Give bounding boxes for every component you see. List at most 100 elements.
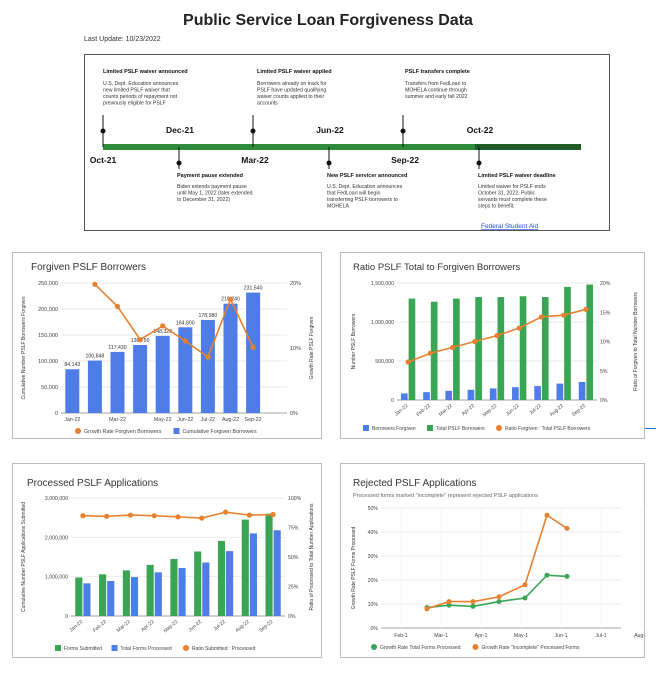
legend-marker — [496, 425, 502, 431]
bar-borrowers-forgiven — [556, 383, 564, 400]
y2-axis-label: Ratio of Processed to Total Number Appli… — [309, 503, 315, 610]
point-ratio-submitted — [127, 512, 134, 518]
bar-data-label: 231,540 — [244, 286, 263, 292]
legend-label: Growth Rate Forgiven Borrowers — [84, 429, 162, 435]
chart-title: Rejected PSLF Applications — [353, 478, 476, 489]
timeline-event-text: previously eligible for PSLF — [103, 101, 166, 107]
x-tick-label: May-22 — [154, 417, 172, 423]
y-tick-label: 150,000 — [38, 333, 58, 339]
point-ratio-submitted — [80, 513, 86, 519]
bar-forms-submitted — [217, 540, 226, 616]
legend-marker — [75, 428, 81, 434]
point-growth-total — [496, 599, 502, 605]
y-axis-label: Cumulative Number PSLF Borrowers Forgive… — [21, 296, 27, 399]
point-growth-total — [564, 573, 570, 579]
timeline-event-text: until May 1, 2022 (later extended — [177, 191, 253, 197]
y-tick-label: 1,500,000 — [371, 281, 394, 287]
point-growth-rate — [182, 338, 188, 344]
timeline-event-title: Payment pause extended — [177, 173, 243, 179]
bar-forgiven-borrowers — [246, 292, 261, 413]
bar-borrowers-forgiven — [489, 388, 497, 400]
x-tick-label: Feb-22 — [92, 619, 108, 634]
timeline-event-text: transferring PSLF borrowers to — [327, 197, 398, 203]
timeline-event-text: PSLF have updated qualifying — [257, 88, 326, 94]
point-growth-total — [470, 603, 476, 609]
timeline-event-text: U.S. Dept. Education announces — [327, 184, 403, 190]
bar-forms-processed — [130, 577, 139, 616]
point-ratio — [583, 306, 589, 312]
federal-student-aid-link: Federal Student Aid — [481, 223, 538, 230]
x-tick-label: Jan-22 — [394, 403, 410, 418]
point-ratio — [538, 314, 545, 320]
bar-total-borrowers — [541, 297, 549, 400]
line-growth-incomplete — [426, 513, 568, 610]
bar-data-label: 148,320 — [153, 329, 172, 335]
timeline-event-text: new limited PSLF waiver that — [103, 88, 170, 94]
timeline-event-text: U.S. Dept. Education announces — [103, 81, 179, 87]
x-tick-label: May-22 — [163, 619, 180, 634]
chart-title: Forgiven PSLF Borrowers — [31, 262, 146, 273]
timeline-event-title: New PSLF servicer announced — [327, 173, 407, 179]
legend-label: Cumulative Forgiven Borrowers — [183, 429, 258, 435]
y2-tick-label: 20% — [290, 281, 301, 287]
point-growth-incomplete — [446, 599, 452, 605]
point-ratio-submitted — [246, 512, 252, 518]
x-tick-label: Jan-22 — [64, 417, 80, 423]
y-tick-label: 0 — [391, 398, 394, 404]
x-tick-label: Sep-22 — [245, 417, 262, 423]
x-tick-label: May-1 — [514, 633, 529, 639]
y-tick-label: 2,000,000 — [45, 535, 68, 541]
y2-tick-label: 5% — [600, 369, 608, 375]
bar-total-borrowers — [453, 298, 460, 400]
point-ratio-submitted — [104, 513, 110, 519]
x-tick-label: May-22 — [482, 403, 499, 418]
bar-borrowers-forgiven — [467, 389, 475, 400]
point-growth-rate — [250, 344, 256, 350]
chart-subtitle: Processed forms marked "incomplete" repr… — [353, 493, 538, 499]
timeline-dot — [100, 128, 106, 134]
legend-marker — [55, 645, 61, 651]
legend-label: Borrowers Forgiven — [372, 426, 416, 432]
ratio-total-forgiven-svg: Ratio PSLF Total to Forgiven Borrowers 0 5… — [351, 262, 639, 432]
point-growth-rate — [114, 303, 121, 309]
line-growth-rate — [94, 283, 254, 359]
rejected-applications-svg: Rejected PSLF Applications Processed form… — [351, 478, 648, 651]
timeline-event-text: Transfers from FedLoan to — [405, 81, 466, 87]
point-ratio — [427, 350, 433, 356]
legend-marker — [427, 425, 433, 431]
timeline-event-text: MOHELA continue through — [405, 88, 467, 94]
bar-forgiven-borrowers — [178, 327, 193, 413]
x-tick-label: Jul-22 — [201, 417, 215, 423]
x-tick-label: Aug-22 — [222, 417, 239, 423]
bar-forms-submitted — [146, 564, 154, 616]
y-tick-label: 40% — [368, 530, 379, 536]
legend-marker — [173, 428, 180, 434]
forgiven-borrowers-svg: Forgiven PSLF Borrowers 0 50,000 100,000 150… — [21, 262, 315, 435]
bar-borrowers-forgiven — [423, 392, 430, 400]
x-tick-label: Sep-22 — [258, 619, 274, 634]
x-tick-label: Aug-1 — [634, 633, 646, 639]
x-tick-label: Jun-22 — [177, 417, 193, 423]
y2-tick-label: 0% — [290, 411, 298, 417]
timeline-axis-label: Sep-22 — [391, 155, 419, 165]
legend-label: Total PSLF Borrowers — [436, 426, 485, 432]
legend-label: Ratio Submitted : Processed — [192, 646, 256, 652]
point-growth-incomplete — [564, 525, 570, 531]
legend-label: Growth Rate "Incomplete" Processed Forms — [482, 645, 581, 651]
x-tick-label: Sep-22 — [571, 403, 587, 418]
timeline-bar-end — [475, 144, 581, 150]
bar-forms-submitted — [241, 519, 249, 616]
bar-forgiven-borrowers — [87, 360, 102, 413]
page-title: Public Service Loan Forgiveness Data — [183, 12, 473, 29]
bar-borrowers-forgiven — [400, 393, 408, 400]
y-tick-label: 3,000,000 — [45, 496, 68, 502]
timeline-dot — [250, 128, 256, 134]
legend-marker — [111, 645, 118, 651]
timeline-dot — [400, 128, 406, 134]
x-tick-label: Mar-22 — [438, 403, 454, 418]
timeline-event-text: counts periods of repayment not — [103, 94, 178, 100]
bar-data-label: 100,848 — [86, 354, 105, 360]
forgiven-borrowers-chart: Forgiven PSLF Borrowers 0 50,000 100,000 150… — [12, 252, 322, 439]
bar-forms-submitted — [122, 570, 130, 616]
rejected-applications-chart: Rejected PSLF Applications Processed form… — [340, 463, 648, 658]
